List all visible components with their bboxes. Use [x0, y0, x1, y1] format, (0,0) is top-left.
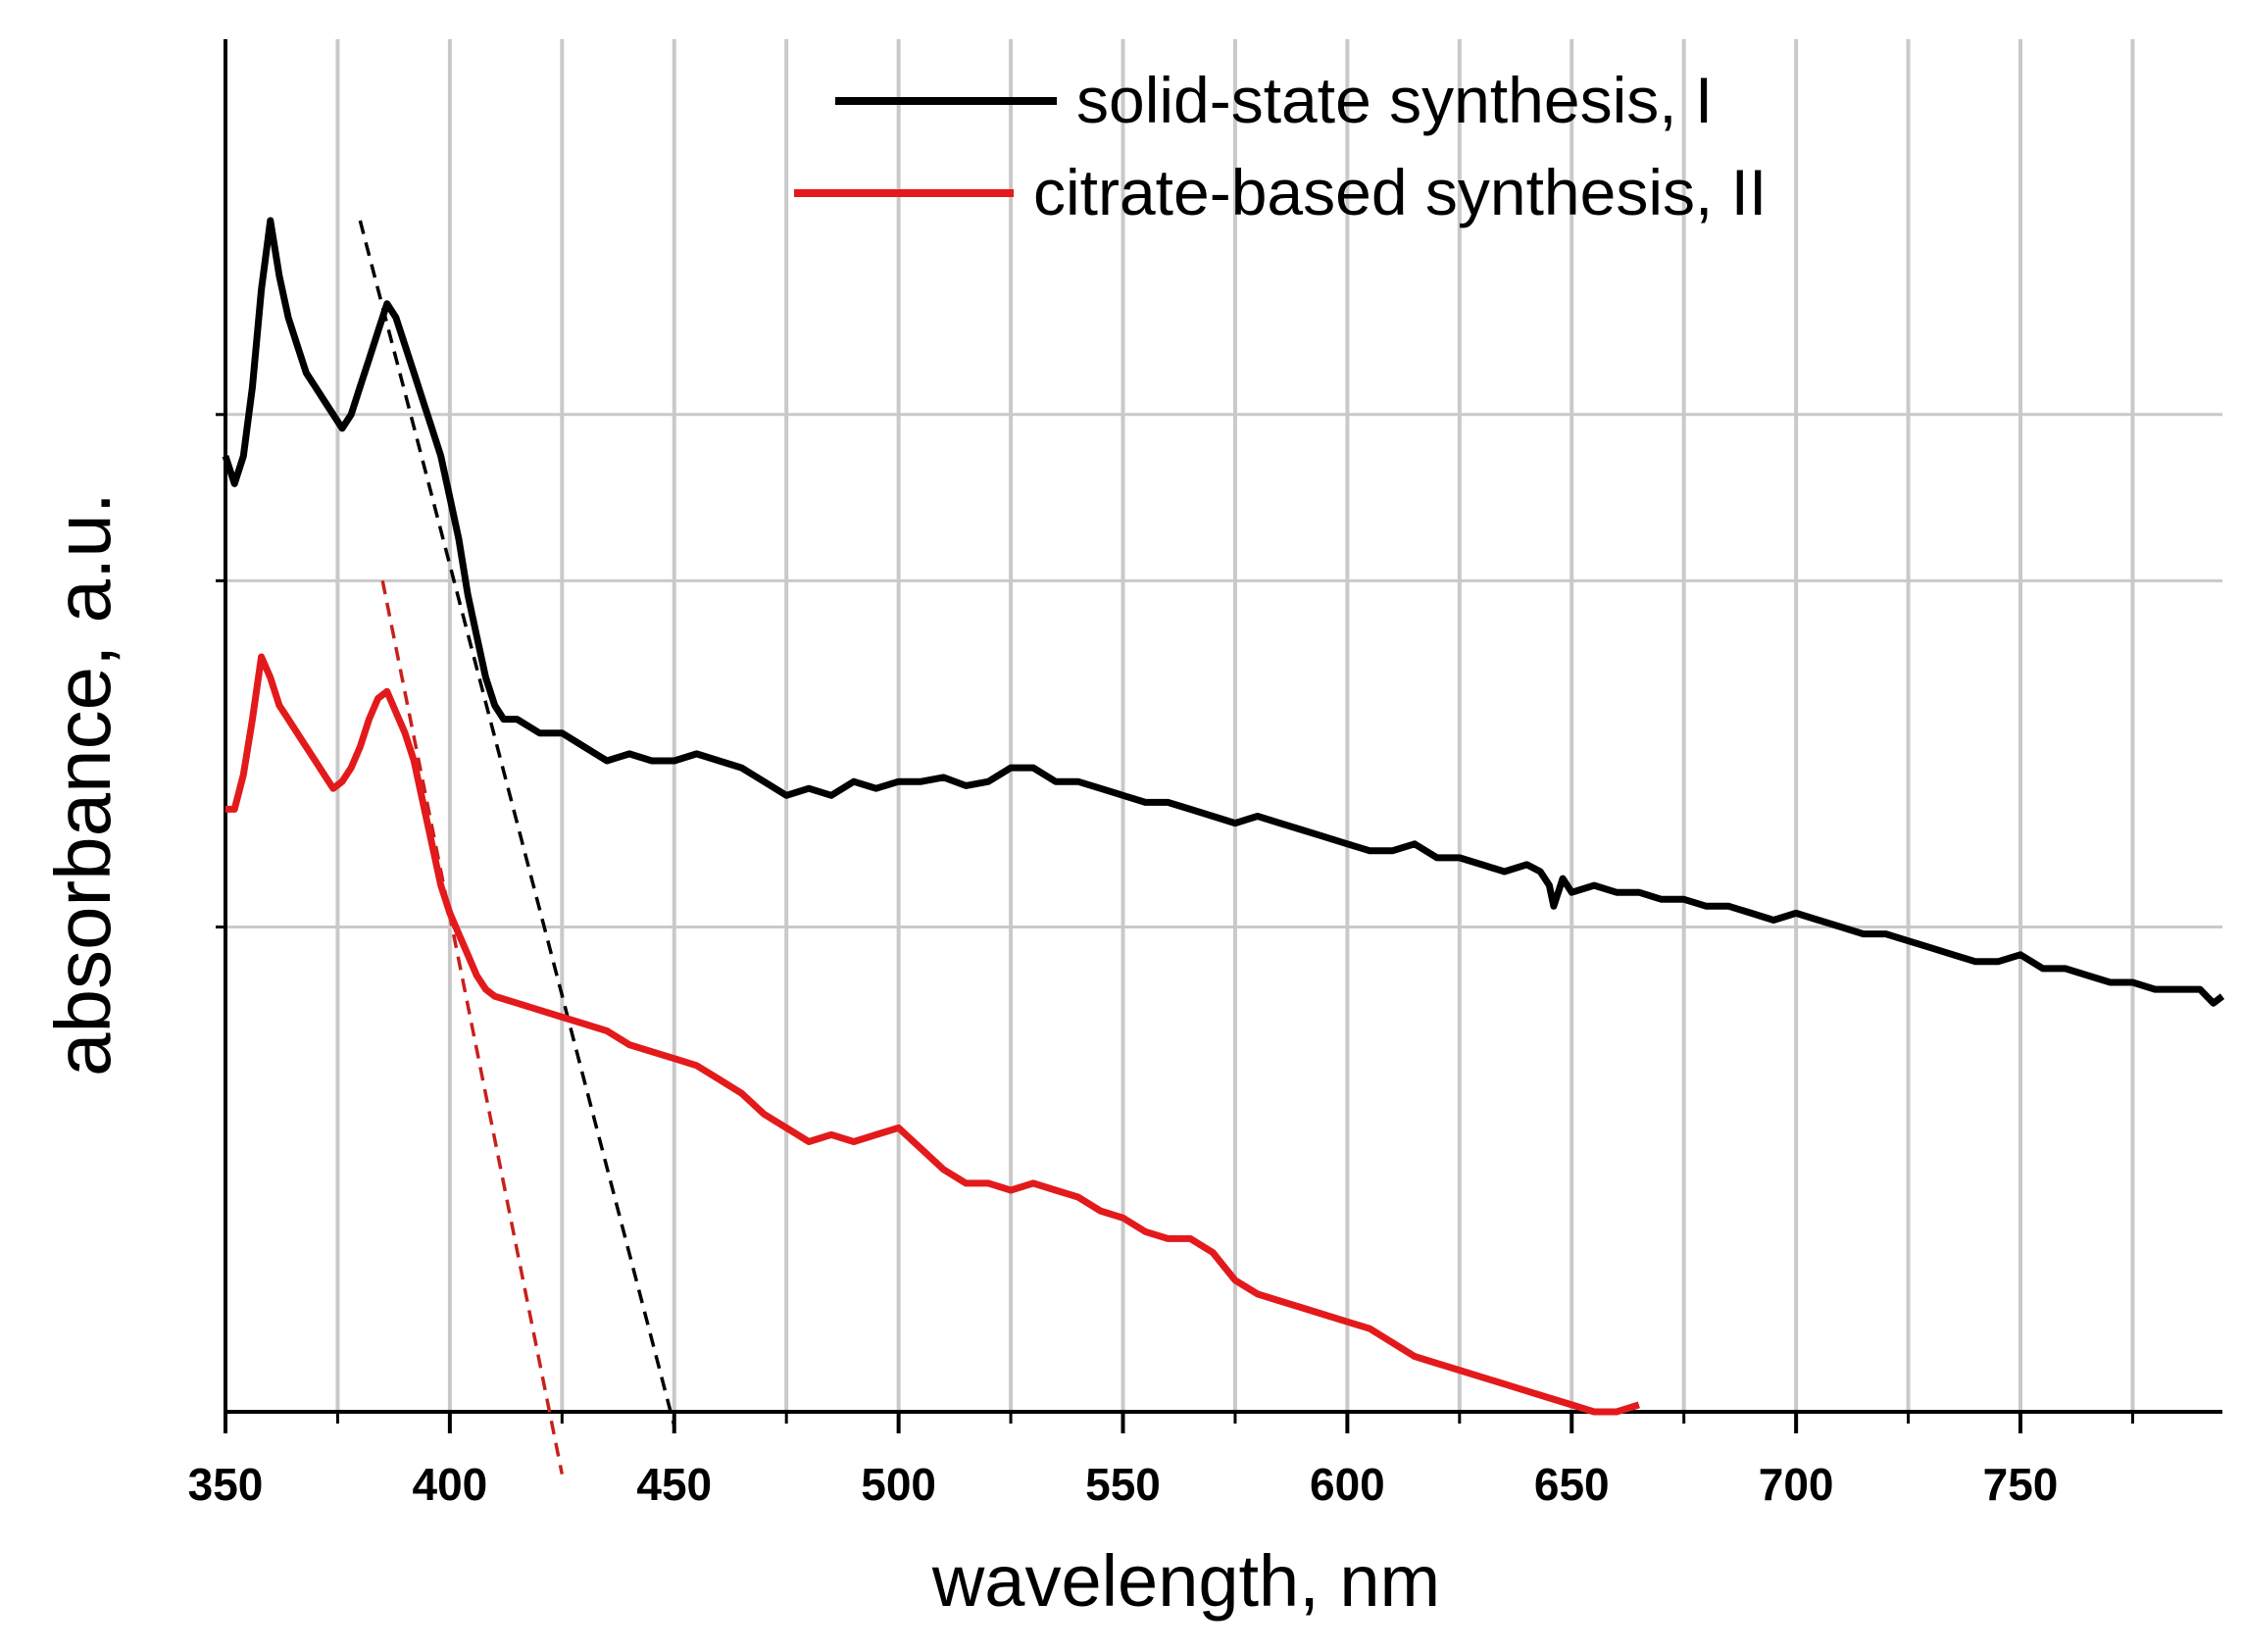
grid-lines: [225, 39, 2222, 1412]
x-axis-label: wavelength, nm: [931, 1540, 1440, 1622]
x-tick-label-700: 700: [1759, 1459, 1834, 1510]
tangent-line-2: [380, 579, 565, 1475]
x-tick-label-450: 450: [636, 1459, 712, 1510]
y-axis-label: absorbance, a.u.: [39, 492, 126, 1076]
x-tick-label-550: 550: [1085, 1459, 1161, 1510]
axes: [224, 39, 2222, 1414]
data-series: [222, 217, 2225, 1416]
series-line-solid-state: [222, 217, 2225, 1007]
legend-label-1: solid-state synthesis, I: [1076, 64, 1713, 136]
tangent-lines: [358, 220, 676, 1475]
x-tick-label-600: 600: [1310, 1459, 1385, 1510]
legend-label-2: citrate-based synthesis, II: [1033, 156, 1767, 228]
legend: solid-state synthesis, I citrate-based sy…: [794, 64, 1767, 228]
x-tick-label-350: 350: [188, 1459, 264, 1510]
x-tick-label-750: 750: [1983, 1459, 2059, 1510]
x-tick-label-650: 650: [1534, 1459, 1610, 1510]
x-tick-label-400: 400: [413, 1459, 488, 1510]
series-line-citrate-based: [225, 653, 1640, 1416]
x-ticks: 350 400 450 500 550 600 650 700 750: [188, 413, 2134, 1510]
x-tick-label-500: 500: [861, 1459, 936, 1510]
tangent-line-1: [358, 220, 676, 1427]
